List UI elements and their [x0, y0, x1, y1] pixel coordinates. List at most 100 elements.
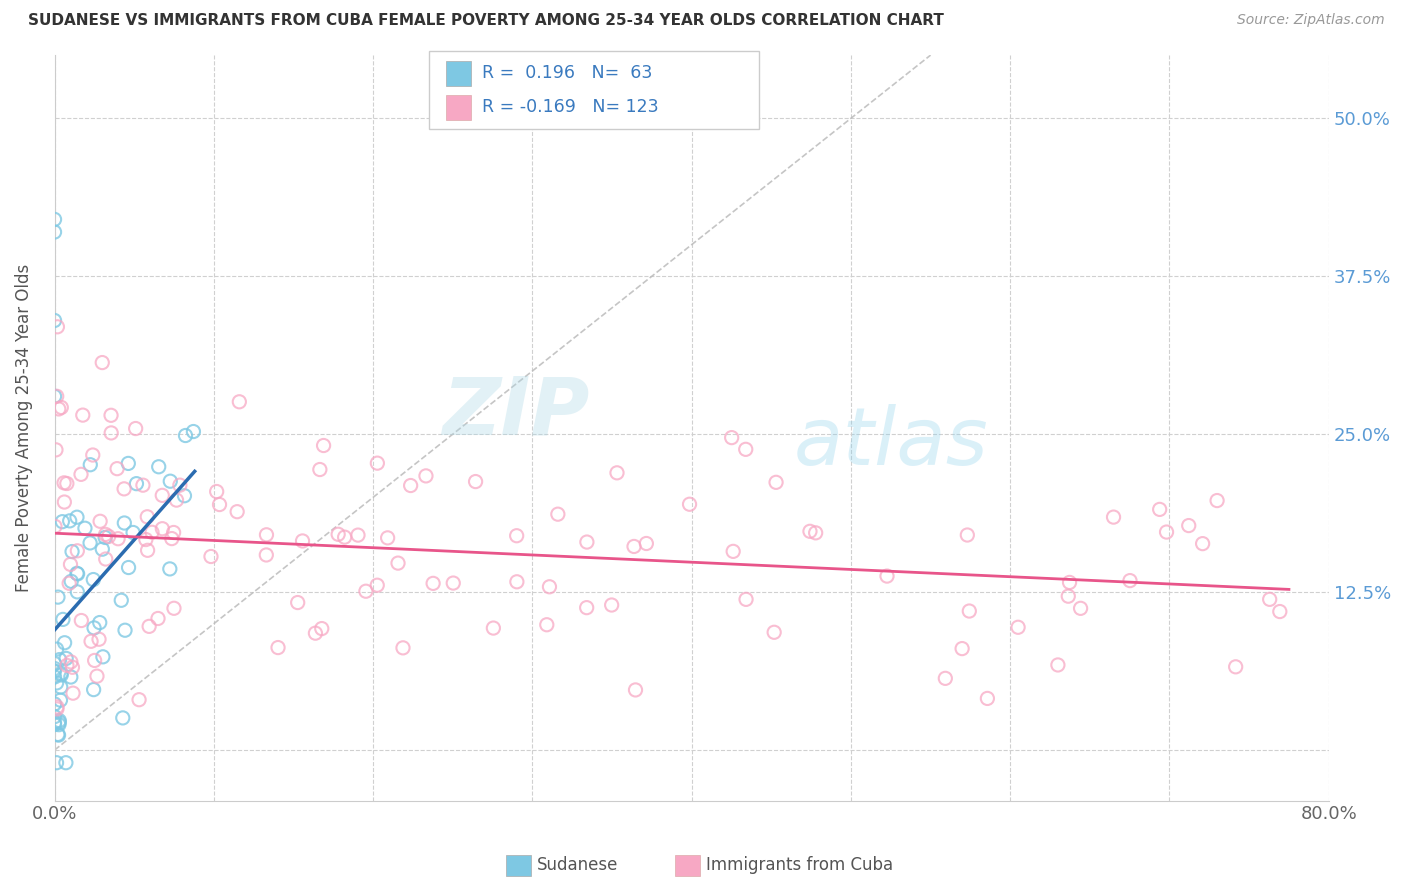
Point [100, 409, 122, 423]
Point [97, 529, 120, 543]
Point [934, 671, 956, 685]
Point [56, 658, 79, 673]
Point [377, 531, 399, 545]
Point [208, 498, 231, 512]
Point [48, 728, 70, 742]
Point [734, 442, 756, 457]
Point [141, 525, 163, 540]
Point [60, 544, 83, 558]
Point [1070, 601, 1092, 615]
Point [304, 626, 326, 640]
Point [48, 652, 70, 666]
Point [94, 531, 117, 545]
Point [956, 528, 979, 542]
Point [94, 552, 117, 566]
Point [174, 428, 197, 442]
Point [678, 497, 700, 511]
Point [66, 544, 89, 558]
Point [1059, 575, 1081, 590]
Point [623, 540, 645, 554]
Point [1119, 574, 1142, 588]
Point [1149, 502, 1171, 516]
Point [44, 715, 66, 730]
Point [763, 625, 786, 640]
Point [44, 212, 66, 227]
Point [66, 566, 89, 581]
Text: ZIP: ZIP [443, 374, 589, 452]
Point [66, 585, 89, 599]
Point [44, 664, 66, 678]
Point [441, 576, 464, 591]
Point [91, 542, 114, 557]
Point [312, 438, 335, 452]
Point [505, 529, 527, 543]
Point [83, 653, 105, 667]
Point [49, 680, 72, 694]
Point [48, 715, 70, 730]
Point [136, 509, 159, 524]
Point [87, 632, 110, 647]
Point [254, 548, 277, 562]
Point [1007, 620, 1029, 634]
Point [44, 670, 66, 684]
Point [538, 580, 561, 594]
Point [1268, 605, 1291, 619]
Y-axis label: Female Poverty Among 25-34 Year Olds: Female Poverty Among 25-34 Year Olds [15, 264, 32, 592]
Point [1057, 589, 1080, 603]
Point [66, 510, 89, 524]
Point [422, 576, 444, 591]
Point [56, 476, 79, 491]
Point [166, 493, 188, 508]
Point [291, 533, 314, 548]
Point [124, 421, 146, 435]
Text: Source: ZipAtlas.com: Source: ZipAtlas.com [1237, 13, 1385, 28]
Point [112, 516, 135, 530]
Point [547, 507, 569, 521]
Point [51, 668, 73, 682]
Point [799, 524, 821, 539]
Point [55, 756, 77, 770]
Point [256, 528, 278, 542]
Point [49, 693, 72, 707]
Point [624, 682, 647, 697]
Point [114, 624, 136, 638]
Point [44, 389, 66, 403]
Point [59, 514, 82, 528]
Point [721, 544, 744, 558]
Point [70, 467, 93, 482]
Point [125, 476, 148, 491]
Point [162, 525, 184, 540]
Point [136, 543, 159, 558]
Point [59, 558, 82, 572]
Point [66, 566, 89, 581]
Point [107, 532, 129, 546]
Point [53, 495, 76, 509]
Point [159, 474, 181, 488]
Point [46, 699, 69, 714]
Point [146, 611, 169, 625]
Point [311, 622, 333, 636]
Point [80, 634, 103, 648]
Point [720, 431, 742, 445]
Point [308, 462, 330, 476]
Point [122, 525, 145, 540]
Point [1225, 660, 1247, 674]
Point [45, 442, 67, 457]
Point [575, 535, 598, 549]
Point [132, 478, 155, 492]
Point [45, 389, 67, 403]
Point [53, 636, 76, 650]
Point [287, 596, 309, 610]
Point [150, 522, 173, 536]
Text: Immigrants from Cuba: Immigrants from Cuba [706, 856, 893, 874]
Point [1177, 518, 1199, 533]
Point [44, 697, 66, 711]
Point [183, 425, 205, 439]
Point [105, 461, 128, 475]
Point [1206, 493, 1229, 508]
Point [392, 640, 415, 655]
Point [347, 528, 370, 542]
Point [112, 482, 135, 496]
Point [89, 514, 111, 528]
Point [765, 475, 787, 490]
